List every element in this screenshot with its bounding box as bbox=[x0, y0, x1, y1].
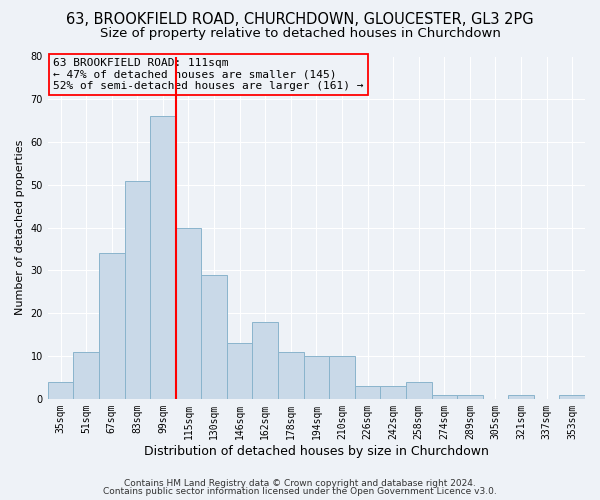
Y-axis label: Number of detached properties: Number of detached properties bbox=[15, 140, 25, 316]
Bar bbox=[227, 343, 253, 399]
Bar bbox=[176, 228, 201, 399]
Bar bbox=[329, 356, 355, 399]
Bar bbox=[457, 394, 482, 399]
Bar bbox=[201, 274, 227, 399]
Bar bbox=[355, 386, 380, 399]
Text: Contains public sector information licensed under the Open Government Licence v3: Contains public sector information licen… bbox=[103, 488, 497, 496]
Text: 63 BROOKFIELD ROAD: 111sqm
← 47% of detached houses are smaller (145)
52% of sem: 63 BROOKFIELD ROAD: 111sqm ← 47% of deta… bbox=[53, 58, 364, 92]
Bar bbox=[253, 322, 278, 399]
Bar bbox=[380, 386, 406, 399]
Text: Size of property relative to detached houses in Churchdown: Size of property relative to detached ho… bbox=[100, 28, 500, 40]
Bar bbox=[278, 352, 304, 399]
Bar bbox=[406, 382, 431, 399]
Bar bbox=[48, 382, 73, 399]
Bar bbox=[73, 352, 99, 399]
X-axis label: Distribution of detached houses by size in Churchdown: Distribution of detached houses by size … bbox=[144, 444, 489, 458]
Bar bbox=[508, 394, 534, 399]
Text: Contains HM Land Registry data © Crown copyright and database right 2024.: Contains HM Land Registry data © Crown c… bbox=[124, 478, 476, 488]
Bar bbox=[304, 356, 329, 399]
Bar bbox=[431, 394, 457, 399]
Text: 63, BROOKFIELD ROAD, CHURCHDOWN, GLOUCESTER, GL3 2PG: 63, BROOKFIELD ROAD, CHURCHDOWN, GLOUCES… bbox=[66, 12, 534, 28]
Bar bbox=[125, 180, 150, 399]
Bar bbox=[99, 254, 125, 399]
Bar bbox=[559, 394, 585, 399]
Bar bbox=[150, 116, 176, 399]
